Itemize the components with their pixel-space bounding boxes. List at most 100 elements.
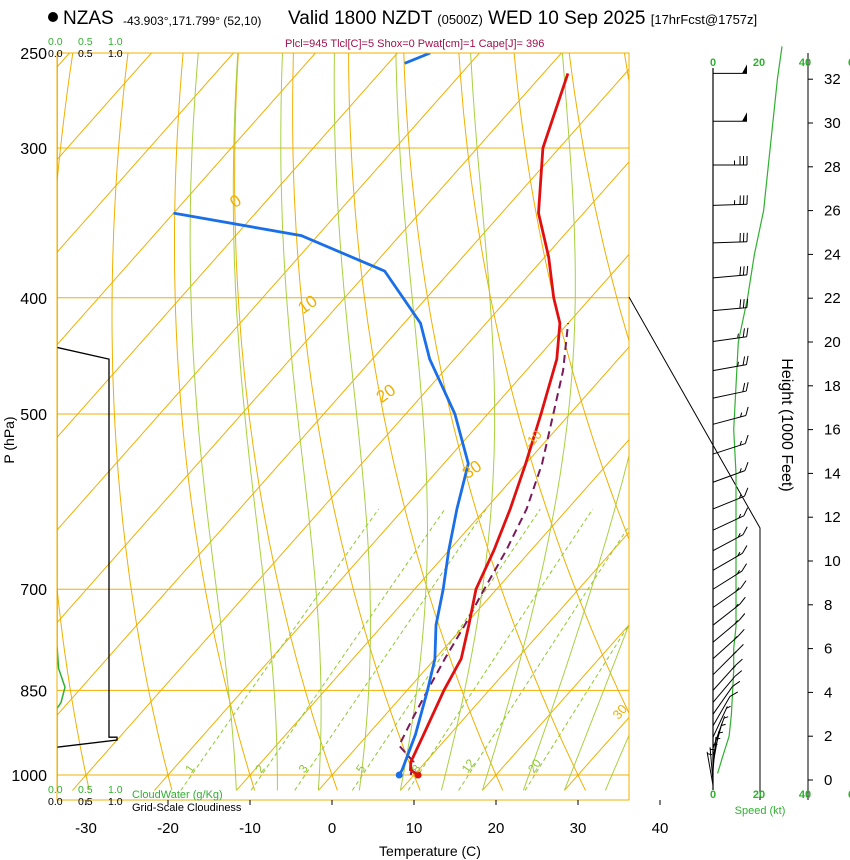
station-coordinates: -43.903°,171.799° (52,10) (123, 14, 262, 28)
barb-staff (712, 706, 728, 738)
cloud-water-line (57, 53, 66, 791)
y-axis-title: P (hPa) (1, 416, 17, 463)
barb-half-feather (737, 333, 739, 339)
isotherm-line (482, 624, 629, 791)
wind-barb (712, 298, 749, 312)
isotherm-line (646, 53, 850, 790)
height-tick-label: 16 (824, 422, 841, 439)
isotherm-line (57, 53, 480, 531)
barb-feather (742, 266, 745, 276)
barb-feather (737, 629, 745, 637)
dry-adiabat-line (348, 53, 504, 791)
speed-scale-label: 0 (710, 57, 716, 69)
mixing-ratio-line (351, 508, 541, 791)
wind-barb (712, 526, 748, 552)
wind-barb (712, 691, 739, 727)
barb-staff (706, 751, 714, 786)
barb-feather (745, 382, 749, 392)
forecast-info: [17hrFcst@1757z] (650, 12, 758, 27)
dry-adiabat-line (111, 53, 173, 791)
barb-feather (746, 265, 749, 275)
barb-feather (729, 691, 739, 697)
speed-scale-label: 6 (848, 57, 850, 69)
dry-adiabat-line (790, 53, 850, 790)
height-tick-label: 24 (824, 246, 841, 263)
x-tick-label: 20 (488, 820, 505, 837)
barb-half-feather (735, 603, 739, 608)
barb-feather (742, 382, 746, 392)
height-tick-label: 4 (824, 684, 832, 701)
cloud-water-scale-label: 0.0 (48, 36, 63, 48)
isotherm-label: 20 (685, 524, 706, 545)
wind-barb (712, 265, 749, 279)
surface-temperature-point (414, 771, 422, 779)
barb-feather (739, 299, 742, 309)
isotherm-label: 30 (609, 701, 630, 722)
height-tick-label: 10 (824, 553, 841, 570)
wind-barb (712, 563, 748, 590)
station-name: NZAS (63, 8, 114, 29)
cloud-water-scale-label: 1.0 (108, 784, 123, 796)
barb-half-feather (721, 723, 726, 727)
mixing-ratio-line (294, 508, 487, 791)
wind-barb (712, 434, 749, 455)
cloudiness-label: Grid-Scale Cloudiness (132, 802, 242, 814)
dry-adiabat-line (234, 53, 338, 791)
barb-staff (712, 203, 747, 206)
x-tick-label: 40 (652, 820, 669, 837)
moist-adiabat-line (395, 53, 428, 791)
isotherm-label: -10 (521, 427, 545, 451)
wind-barb (712, 232, 748, 244)
panel-boundary (628, 296, 761, 800)
cloudiness-scale-label: 0.0 (48, 796, 63, 808)
x-tick-label: 0 (328, 820, 336, 837)
moist-adiabat-line (522, 453, 629, 791)
barb-staff (712, 307, 747, 312)
wind-barb (712, 705, 731, 738)
barb-staff (712, 495, 745, 510)
theta-label: 10 (294, 291, 320, 317)
barb-feather (746, 327, 749, 337)
isotherm-line (57, 53, 316, 346)
wind-barb (712, 355, 749, 372)
barb-half-feather (737, 533, 741, 538)
dewpoint-trace (173, 211, 470, 776)
barb-staff (712, 390, 747, 399)
mixing-ratio-line (180, 508, 380, 791)
mixing-ratio-label: 3 (296, 762, 311, 776)
cloud-water-scale-label: 0.5 (78, 36, 93, 48)
pressure-tick-label: 700 (20, 582, 47, 599)
barb-staff (712, 241, 747, 244)
barb-half-feather (738, 513, 742, 519)
barb-feather (742, 328, 745, 338)
mixing-ratio-line (407, 508, 594, 791)
barb-feather (742, 298, 745, 309)
barb-staff (712, 686, 733, 715)
dry-adiabat-line (292, 53, 421, 791)
valid-time: Valid 1800 NZDT (0500Z) WED 10 Sep 2025 … (288, 8, 757, 30)
barb-half-feather (737, 551, 741, 557)
cloudiness-line (57, 346, 118, 748)
height-tick-label: 6 (824, 641, 832, 658)
barb-staff (712, 443, 746, 455)
barb-half-feather (736, 570, 740, 575)
pressure-tick-label: 400 (20, 291, 47, 308)
valid-zulu: (0500Z) (437, 12, 483, 27)
isotherm-line (57, 53, 398, 439)
mixing-ratio-label: 1 (182, 762, 197, 776)
isotherm-line (57, 68, 629, 716)
barb-staff (709, 747, 714, 782)
pressure-tick-label: 500 (20, 407, 47, 424)
valid-day: WED 10 Sep 2025 (488, 8, 646, 29)
cloudiness-scale-label: 0.0 (48, 48, 63, 60)
pressure-tick-label: 300 (20, 141, 47, 158)
cloud-water-scale-label: 0.0 (48, 784, 63, 796)
barb-staff (712, 336, 747, 342)
height-tick-label: 30 (824, 115, 841, 132)
height-tick-label: 20 (824, 334, 841, 351)
barb-staff (712, 570, 743, 590)
barb-feather (742, 356, 746, 366)
barb-staff (712, 650, 738, 676)
barb-staff (712, 470, 746, 483)
barb-half-feather (723, 716, 729, 719)
